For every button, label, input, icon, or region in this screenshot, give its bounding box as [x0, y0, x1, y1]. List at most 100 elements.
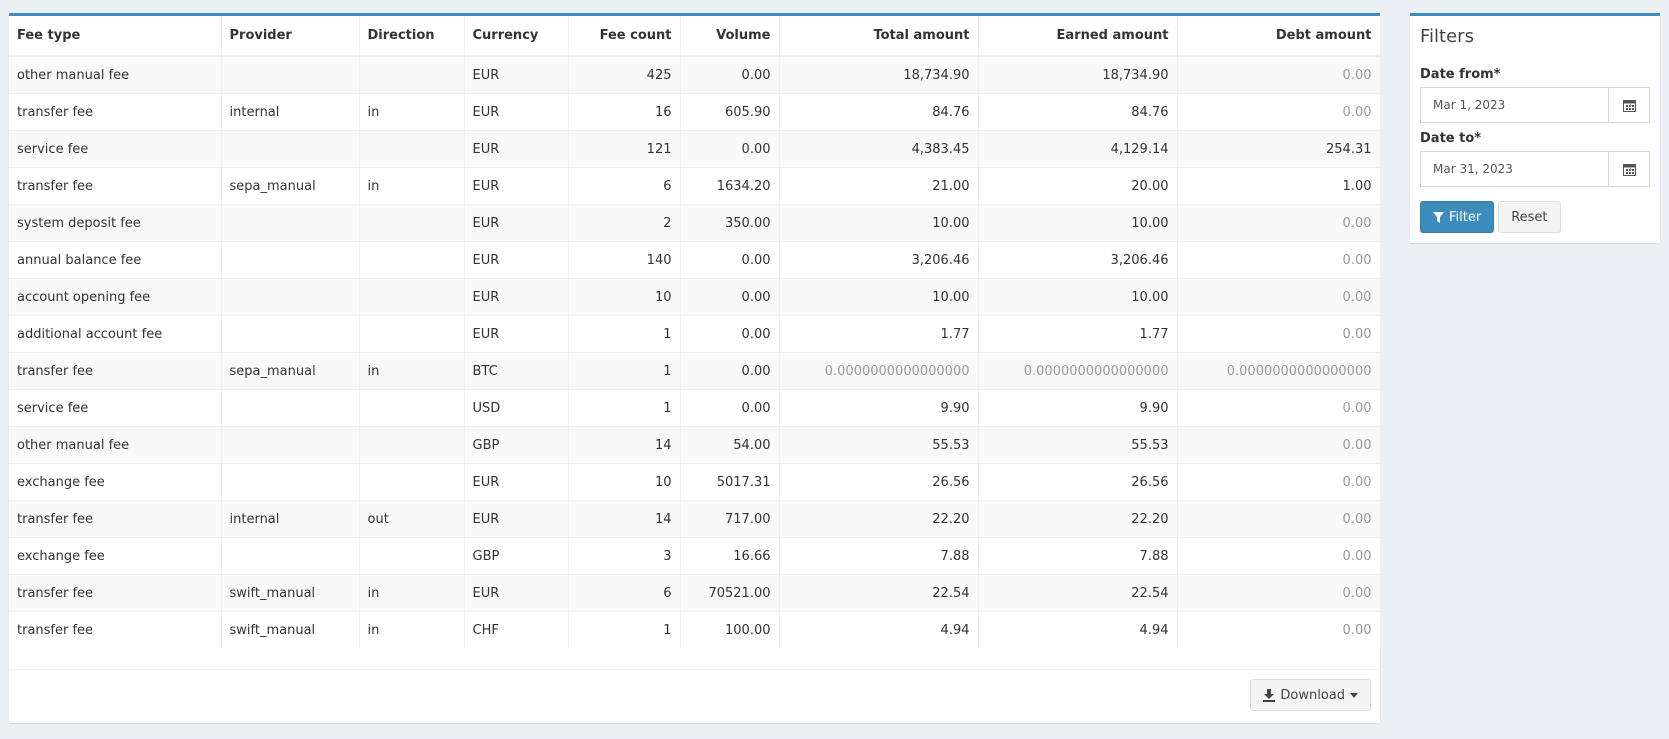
table-cell: 22.54 — [779, 574, 979, 612]
report-panel: Fee type Provider Direction Currency Fee cou… — [9, 13, 1381, 723]
table-cell: 10 — [568, 278, 681, 316]
table-cell — [359, 389, 465, 427]
table-row: transfer fee internal in EUR 16 605.90 84.76 84… — [9, 93, 1381, 131]
table-row: service fee USD 1 0.00 9.90 9.90 0.00 — [9, 389, 1381, 427]
table-cell: 0.00 — [680, 55, 780, 94]
reset-button[interactable]: Reset — [1498, 201, 1561, 233]
reset-label: Reset — [1511, 209, 1548, 225]
table-cell: exchange fee — [9, 463, 222, 501]
table-cell: 4.94 — [978, 611, 1178, 648]
table-cell: 0.0000000000000000 — [779, 352, 979, 390]
table-row: annual balance fee EUR 140 0.00 3,206.46 3,20… — [9, 241, 1381, 279]
header-row: Fee type Provider Direction Currency Fee cou… — [9, 16, 1381, 57]
table-cell: 14 — [568, 426, 681, 464]
table-cell: 22.54 — [978, 574, 1178, 612]
table-cell — [359, 55, 465, 94]
calendar-button[interactable] — [1608, 88, 1649, 122]
date-to-input[interactable]: Mar 31, 2023 — [1420, 151, 1650, 187]
column-header: Volume — [680, 16, 780, 57]
table-cell: EUR — [464, 55, 569, 94]
table-cell — [359, 130, 465, 168]
table-row: additional account fee EUR 1 0.00 1.77 1.77 0.… — [9, 315, 1381, 353]
table-cell — [221, 315, 360, 353]
table-cell: 4.94 — [779, 611, 979, 648]
table-cell: 0.00 — [1177, 204, 1381, 242]
table-cell: exchange fee — [9, 537, 222, 575]
table-cell: in — [359, 352, 465, 390]
table-cell: 0.0000000000000000 — [1177, 352, 1381, 390]
column-header: Fee type — [9, 16, 222, 57]
table-row: transfer fee swift_manual in EUR 6 70521.00 22… — [9, 574, 1381, 612]
table-cell — [221, 241, 360, 279]
table-cell — [221, 130, 360, 168]
table-cell: swift_manual — [221, 611, 360, 648]
table-cell: 0.00 — [1177, 278, 1381, 316]
table-cell: swift_manual — [221, 574, 360, 612]
table-cell: 121 — [568, 130, 681, 168]
table-body: other manual fee EUR 425 0.00 18,734.90 18,73… — [9, 55, 1381, 648]
table-cell — [359, 537, 465, 575]
table-cell — [359, 315, 465, 353]
table-cell: in — [359, 93, 465, 131]
table-cell: 10.00 — [978, 204, 1178, 242]
table-cell: EUR — [464, 278, 569, 316]
table-cell: 717.00 — [680, 500, 780, 538]
table-row: exchange fee EUR 10 5017.31 26.56 26.56 0.00 — [9, 463, 1381, 501]
table-cell: 0.00 — [1177, 93, 1381, 131]
table-row: exchange fee GBP 3 16.66 7.88 7.88 0.00 — [9, 537, 1381, 575]
table-cell — [359, 204, 465, 242]
table-row: system deposit fee EUR 2 350.00 10.00 10.00 0.… — [9, 204, 1381, 242]
table-cell: EUR — [464, 130, 569, 168]
table-cell: BTC — [464, 352, 569, 390]
table-cell: system deposit fee — [9, 204, 222, 242]
table-cell: EUR — [464, 241, 569, 279]
table-cell: other manual fee — [9, 426, 222, 464]
table-cell: 84.76 — [779, 93, 979, 131]
table-cell: EUR — [464, 315, 569, 353]
table-cell: 0.00 — [1177, 426, 1381, 464]
download-button[interactable]: Download — [1250, 679, 1371, 711]
table-cell: 16 — [568, 93, 681, 131]
table-cell: account opening fee — [9, 278, 222, 316]
table-cell: 1.77 — [779, 315, 979, 353]
table-cell: 2 — [568, 204, 681, 242]
caret — [1350, 692, 1358, 698]
table-cell: EUR — [464, 167, 569, 205]
column-header: Provider — [221, 16, 360, 57]
table-row: transfer fee sepa_manual in EUR 6 1634.20 21.0… — [9, 167, 1381, 205]
table-cell — [221, 55, 360, 94]
table-row: account opening fee EUR 10 0.00 10.00 10.00 0.… — [9, 278, 1381, 316]
table-cell: 9.90 — [779, 389, 979, 427]
column-header: Earned amount — [978, 16, 1178, 57]
table-cell: 70521.00 — [680, 574, 780, 612]
table-cell: 0.00 — [1177, 55, 1381, 94]
table-cell: in — [359, 611, 465, 648]
table-cell: 7.88 — [779, 537, 979, 575]
table-cell: 4,129.14 — [978, 130, 1178, 168]
table-cell: 10.00 — [978, 278, 1178, 316]
table-cell: 1 — [568, 389, 681, 427]
column-header: Total amount — [779, 16, 979, 57]
table-cell: 0.00 — [680, 315, 780, 353]
filter-button[interactable]: Filter — [1420, 201, 1495, 233]
table-cell: 22.20 — [779, 500, 979, 538]
table-row: other manual fee GBP 14 54.00 55.53 55.53 0.00 — [9, 426, 1381, 464]
filter-actions: Filter Reset — [1420, 201, 1650, 233]
table-cell: 1634.20 — [680, 167, 780, 205]
table-cell: 1 — [568, 315, 681, 353]
table-cell: 1.00 — [1177, 167, 1381, 205]
table-cell: 3,206.46 — [978, 241, 1178, 279]
table-cell: 6 — [568, 167, 681, 205]
table-cell: additional account fee — [9, 315, 222, 353]
date-from-input[interactable]: Mar 1, 2023 — [1420, 87, 1650, 123]
table-cell: 20.00 — [978, 167, 1178, 205]
calendar-button[interactable] — [1608, 152, 1649, 186]
table-cell: in — [359, 574, 465, 612]
table-cell: sepa_manual — [221, 167, 360, 205]
column-header: Debt amount — [1177, 16, 1381, 57]
table-cell — [221, 204, 360, 242]
table-cell: transfer fee — [9, 93, 222, 131]
table-cell: 55.53 — [779, 426, 979, 464]
download-label: Download — [1280, 687, 1345, 703]
table-cell: 21.00 — [779, 167, 979, 205]
